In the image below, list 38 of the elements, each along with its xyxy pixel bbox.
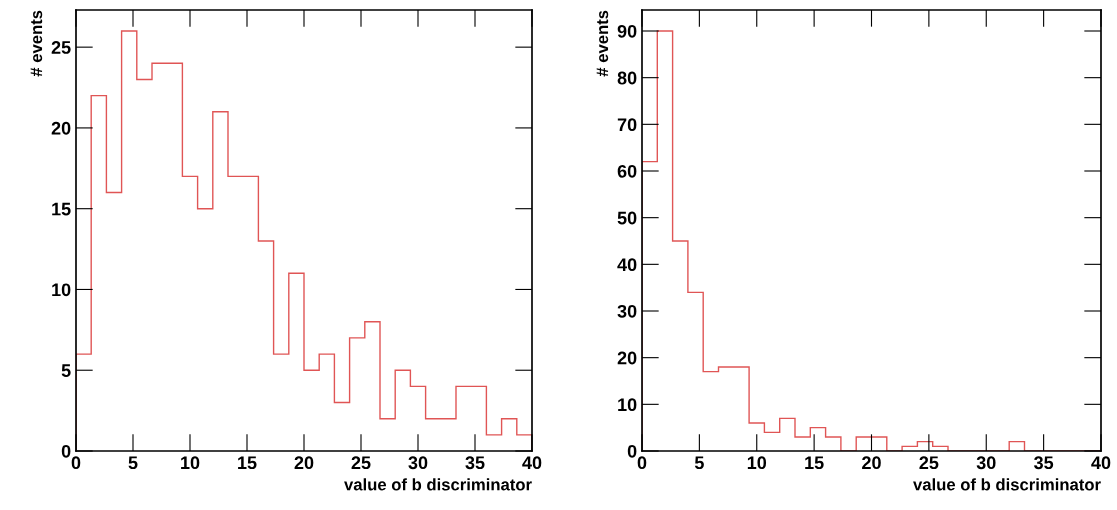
y-tick-label: 70 [617, 118, 637, 132]
x-tick-label: 5 [128, 456, 138, 470]
y-tick-label: 10 [52, 283, 71, 297]
x-tick-label: 5 [694, 456, 704, 470]
y-tick-label: 15 [52, 202, 71, 216]
x-tick-label: 20 [862, 456, 881, 470]
x-tick-label: 30 [976, 456, 996, 470]
x-tick-label: 15 [238, 456, 257, 470]
x-tick-label: 40 [522, 456, 542, 470]
y-tick-label: 10 [618, 398, 637, 412]
y-axis-title: # events [30, 10, 43, 77]
x-tick-label: 35 [1034, 456, 1054, 470]
x-tick-label: 30 [408, 456, 428, 470]
x-tick-label: 40 [1091, 456, 1111, 470]
x-axis-title: value of b discriminator [344, 478, 532, 491]
y-tick-label: 50 [617, 211, 637, 225]
y-tick-label: 80 [617, 71, 637, 85]
y-tick-label: 60 [617, 164, 637, 178]
y-tick-label: 5 [61, 364, 71, 377]
x-tick-label: 15 [805, 456, 824, 470]
y-tick-label: 0 [61, 444, 71, 458]
x-tick-label: 0 [637, 456, 647, 470]
y-tick-label: 40 [617, 258, 637, 272]
x-tick-label: 0 [71, 456, 81, 470]
y-tick-label: 90 [617, 24, 637, 38]
y-tick-label: 20 [51, 121, 71, 135]
x-tick-label: 35 [465, 456, 485, 470]
y-axis-title: # events [596, 10, 609, 77]
x-tick-label: 25 [351, 456, 371, 470]
x-tick-label: 20 [294, 456, 314, 470]
x-tick-label: 25 [919, 456, 939, 470]
x-tick-label: 10 [181, 456, 200, 470]
y-tick-label: 20 [617, 351, 637, 365]
x-tick-label: 10 [747, 456, 767, 470]
y-tick-label: 25 [51, 41, 71, 54]
y-tick-label: 30 [617, 304, 637, 318]
y-tick-label: 0 [627, 444, 637, 458]
x-axis-title: value of b discriminator [913, 478, 1101, 491]
